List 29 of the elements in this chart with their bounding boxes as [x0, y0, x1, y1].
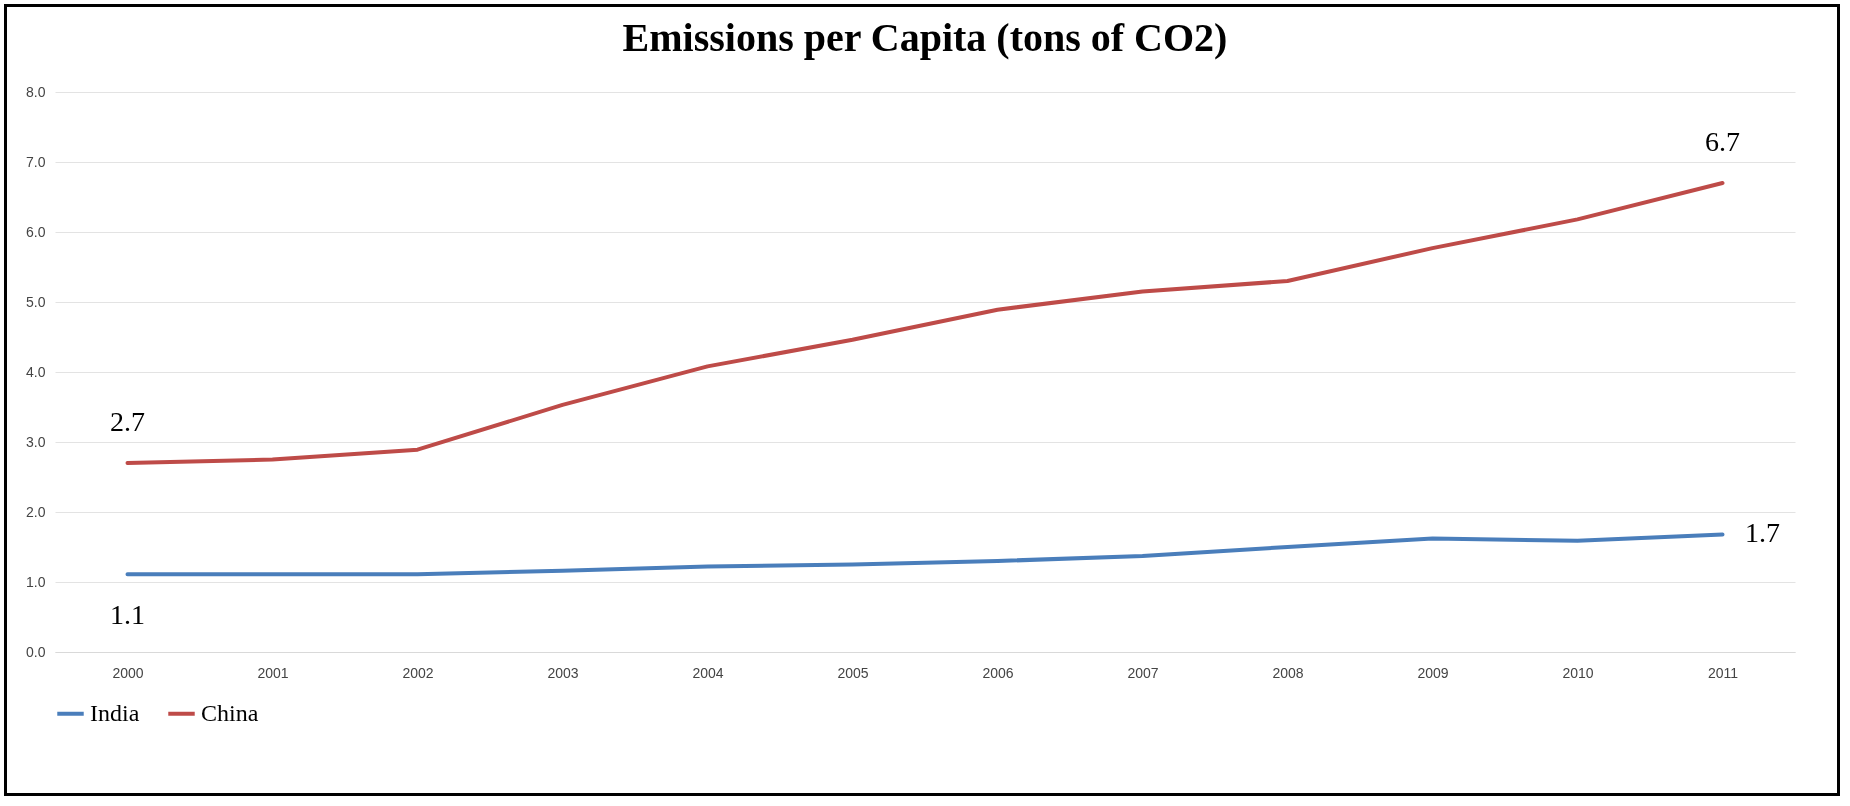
data-label: 1.1 — [110, 599, 145, 631]
y-tick-label: 2.0 — [26, 503, 46, 520]
x-tick-label: 2003 — [547, 664, 579, 681]
y-tick-label: 4.0 — [26, 363, 46, 380]
chart-title: Emissions per Capita (tons of CO2) — [622, 15, 1228, 60]
x-tick-label: 2011 — [1707, 664, 1739, 681]
x-tick-label: 2009 — [1417, 664, 1449, 681]
x-tick-label: 2001 — [257, 664, 289, 681]
legend-label: China — [201, 699, 259, 726]
x-tick-label: 2007 — [1127, 664, 1159, 681]
x-tick-label: 2006 — [982, 664, 1014, 681]
data-label: 1.7 — [1745, 517, 1780, 549]
y-tick-label: 1.0 — [26, 573, 46, 590]
data-label: 2.7 — [110, 406, 145, 437]
y-tick-label: 5.0 — [26, 293, 46, 310]
y-tick-label: 7.0 — [26, 153, 46, 170]
x-tick-label: 2004 — [692, 664, 724, 681]
y-tick-label: 3.0 — [26, 433, 46, 450]
x-tick-label: 2008 — [1272, 664, 1304, 681]
y-tick-label: 6.0 — [26, 223, 46, 240]
y-tick-label: 0.0 — [26, 643, 46, 660]
data-label: 6.7 — [1705, 126, 1740, 157]
legend-label: India — [90, 699, 140, 726]
y-tick-label: 8.0 — [26, 83, 46, 100]
x-tick-label: 2005 — [837, 664, 869, 681]
x-tick-label: 2002 — [402, 664, 434, 681]
x-tick-label: 2010 — [1562, 664, 1594, 681]
x-tick-label: 2000 — [112, 664, 144, 681]
line-series — [125, 532, 1725, 577]
